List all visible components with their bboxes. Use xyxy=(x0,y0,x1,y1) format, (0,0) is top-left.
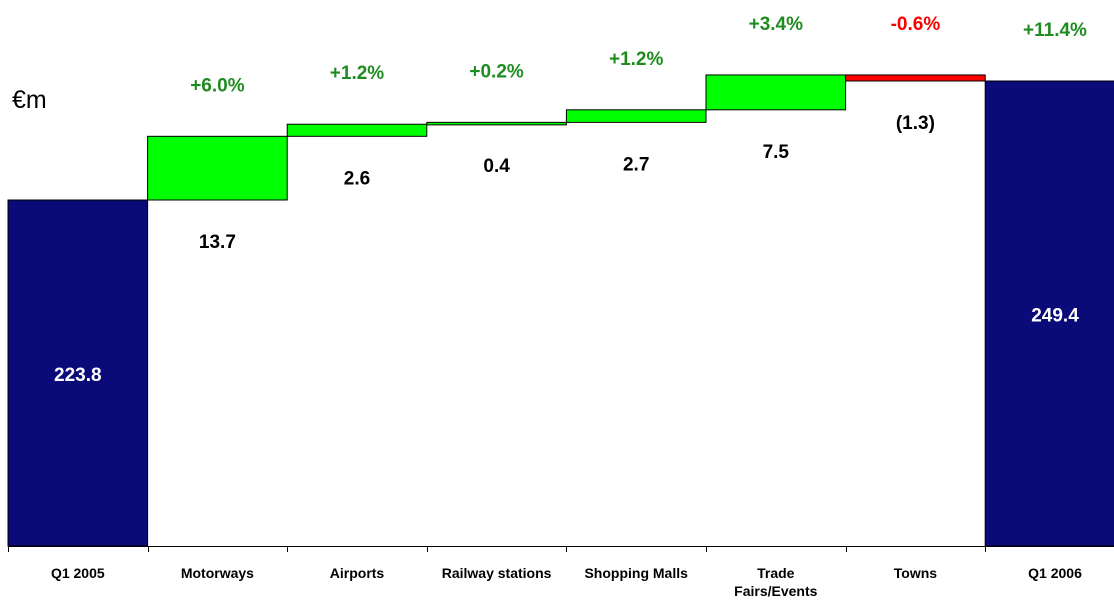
percent-change-label: +0.2% xyxy=(469,61,524,82)
category-label: Fairs/Events xyxy=(734,583,817,599)
percent-change-label: +6.0% xyxy=(190,75,245,96)
bar-delta xyxy=(426,121,567,126)
value-label: 223.8 xyxy=(54,365,102,386)
bar-delta xyxy=(565,109,707,123)
category-label: Q1 2005 xyxy=(51,565,105,581)
category-label: Railway stations xyxy=(442,565,552,581)
value-label: 7.5 xyxy=(763,142,790,163)
value-label: 13.7 xyxy=(199,232,236,253)
percent-change-label: +11.4% xyxy=(1023,20,1087,41)
category-label: Trade xyxy=(757,565,795,581)
value-label: (1.3) xyxy=(896,113,935,134)
bar-delta xyxy=(845,74,986,82)
percent-change-label: +1.2% xyxy=(609,49,664,70)
value-label: 2.7 xyxy=(623,154,649,175)
value-label: 2.6 xyxy=(344,168,370,189)
value-label: 249.4 xyxy=(1031,306,1079,327)
category-label: Shopping Malls xyxy=(584,565,688,581)
percent-change-label: +3.4% xyxy=(749,14,804,35)
category-label: Airports xyxy=(330,565,385,581)
percent-change-label: +1.2% xyxy=(330,63,385,84)
unit-label: €m xyxy=(12,86,47,114)
category-label: Towns xyxy=(894,565,938,581)
percent-change-label: -0.6% xyxy=(891,14,941,35)
bar-delta xyxy=(705,74,847,111)
category-label: Motorways xyxy=(181,565,254,581)
bar-total xyxy=(7,199,149,547)
bar-total xyxy=(984,80,1114,547)
bar-delta xyxy=(286,123,428,137)
bar-delta xyxy=(147,135,288,201)
value-label: 0.4 xyxy=(483,156,510,177)
category-label: Q1 2006 xyxy=(1028,565,1082,581)
